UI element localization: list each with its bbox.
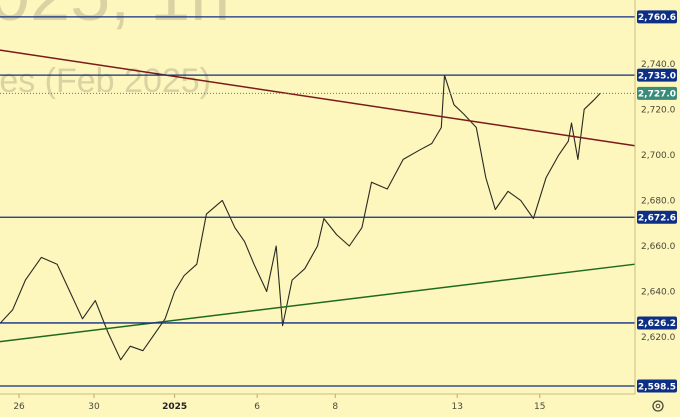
price-level-tag[interactable]: [637, 10, 677, 24]
price-tick-label: 2,700.0: [641, 151, 676, 161]
price-tick-label: 2,620.0: [641, 333, 676, 343]
price-level-tag-label: 2,735.0: [638, 71, 676, 81]
price-level-tag-label: 2,672.6: [638, 214, 676, 224]
price-axis[interactable]: 2,760.6 2,735.0 2,672.6 2,626.2 2,598.5 2,727…: [637, 10, 677, 393]
price-tick-label: 2,720.0: [641, 105, 676, 115]
price-tick-label: 2,680.0: [641, 196, 676, 206]
trendline-support[interactable]: [0, 263, 636, 343]
price-level-tag-label: 2,760.6: [638, 13, 676, 23]
chart-settings-gear-icon[interactable]: [652, 400, 664, 412]
watermark-symbol: 025, 1h: [0, 0, 230, 36]
time-tick-label: 13: [451, 402, 462, 412]
price-tick-label: 2,660.0: [641, 242, 676, 252]
price-series-line[interactable]: [0, 74, 601, 361]
price-level-tag-label: 2,598.5: [638, 382, 676, 392]
time-tick-label: 26: [13, 402, 25, 412]
time-tick-label: 15: [534, 402, 545, 412]
time-axis[interactable]: 26 30 2025 6 8 13 15: [13, 394, 545, 412]
watermark-contract: res (Feb 2025): [0, 62, 211, 100]
price-level-tag[interactable]: [637, 68, 677, 82]
price-level-tag[interactable]: [637, 379, 677, 393]
price-level-tag[interactable]: [637, 210, 677, 224]
current-price-tag-label: 2,727.0: [638, 90, 676, 100]
time-tick-label: 6: [254, 402, 260, 412]
time-tick-label: 30: [88, 402, 100, 412]
price-tick-label: 2,740.0: [641, 60, 676, 70]
price-level-tag[interactable]: [637, 316, 677, 330]
plot-area[interactable]: [0, 16, 636, 387]
price-tick-label: 2,640.0: [641, 288, 676, 298]
price-level-tag-label: 2,626.2: [638, 319, 676, 329]
current-price-tag: [637, 86, 677, 100]
time-tick-label: 8: [332, 402, 338, 412]
trendline-resistance[interactable]: [0, 49, 636, 147]
time-tick-label: 2025: [162, 402, 187, 412]
